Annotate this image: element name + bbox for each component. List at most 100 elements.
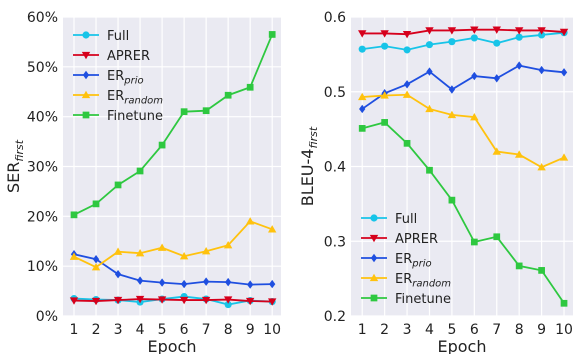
data-point [92, 200, 100, 208]
data-point [225, 277, 232, 287]
data-point [201, 247, 211, 255]
data-point [157, 243, 167, 251]
data-point [267, 225, 277, 233]
x-tick-label: 1 [358, 322, 367, 338]
x-tick-label: 6 [180, 322, 189, 338]
x-tick-label: 6 [470, 322, 479, 338]
data-point [223, 296, 233, 304]
legend-label: ERrandom [395, 272, 451, 290]
data-point [70, 211, 78, 219]
series-line [361, 64, 565, 110]
data-point [246, 83, 254, 91]
data-point [114, 269, 122, 279]
legend-marker [81, 51, 91, 60]
y-tick-label: 0% [36, 309, 58, 325]
data-point [447, 27, 457, 35]
chart-panel-1: 0% 10% 20% 30% 40% 50% 60% 1 2 3 4 5 6 7 8 9 10 Epoch SERf… [4, 10, 281, 354]
data-point [426, 67, 433, 76]
data-point [179, 252, 189, 260]
x-tick-label: 5 [158, 322, 167, 338]
data-point [114, 181, 122, 189]
legend-label: APRER [107, 49, 150, 64]
data-point [559, 28, 569, 37]
data-point [358, 30, 367, 38]
legend-label: ERprio [107, 69, 144, 87]
data-point [516, 61, 523, 70]
chart-panel-2: 0.2 0.3 0.4 0.5 0.6 1 2 3 4 5 6 7 8 9 10 Epoch BLEU-4fir… [298, 10, 573, 354]
data-point [136, 167, 144, 175]
legend-item: ERprio [361, 252, 432, 270]
data-point [136, 276, 144, 285]
x-tick-label: 2 [92, 322, 101, 338]
data-point [537, 27, 546, 35]
y-tick-label: 40% [27, 110, 58, 126]
x-tick-label: 3 [403, 322, 412, 338]
data-point [448, 85, 456, 94]
y-tick-label: 10% [27, 259, 58, 275]
series-line [73, 253, 273, 286]
data-point [560, 299, 568, 307]
x-tick-label: 9 [537, 322, 546, 338]
legend-label: Finetune [395, 292, 451, 307]
legend-item: ERrandom [361, 272, 451, 290]
x-tick-label: 4 [425, 322, 434, 338]
y-tick-label: 30% [27, 160, 58, 176]
x-axis-label: Epoch [438, 337, 487, 354]
data-point [492, 147, 501, 155]
data-point [91, 262, 101, 271]
legend-label: Full [395, 212, 417, 227]
legend-marker [82, 31, 90, 39]
legend: Full APRER ERprio ERrandom Finetune [361, 212, 451, 307]
data-point [92, 254, 100, 264]
legend: Full APRER ERprio ERrandom Finetune [73, 29, 163, 124]
data-point [514, 27, 524, 35]
series-line [73, 220, 273, 269]
series-2 [69, 295, 277, 306]
series-line [73, 298, 273, 303]
data-point [448, 196, 456, 204]
data-point [402, 31, 412, 39]
legend-label: ERrandom [107, 89, 163, 107]
series-2 [358, 26, 569, 39]
data-point [202, 277, 210, 286]
legend-item: Full [73, 29, 129, 44]
data-point [425, 41, 434, 49]
y-tick-label: 0.3 [324, 234, 346, 250]
data-point [135, 249, 145, 257]
data-point [448, 38, 456, 46]
data-point [223, 241, 233, 249]
y-tick-label: 60% [27, 10, 58, 26]
data-point [180, 108, 188, 116]
data-point [381, 119, 388, 126]
x-tick-label: 10 [263, 322, 281, 338]
data-point [380, 30, 389, 38]
legend-marker [82, 111, 90, 119]
data-point [470, 26, 479, 34]
series-line [362, 31, 565, 51]
series-line [362, 28, 565, 36]
data-point [492, 26, 501, 34]
series-line [361, 121, 565, 304]
data-point [202, 107, 210, 115]
data-point [403, 139, 411, 147]
data-point [113, 247, 123, 255]
data-point [224, 300, 232, 309]
legend-label: APRER [395, 232, 438, 247]
data-point [493, 39, 501, 47]
x-tick-label: 3 [114, 322, 123, 338]
legend-marker [81, 90, 91, 99]
data-point [402, 90, 412, 98]
data-point [381, 42, 389, 50]
legend-item: Full [361, 212, 417, 227]
data-point [470, 112, 479, 121]
data-point [538, 267, 545, 274]
x-tick-label: 4 [136, 322, 145, 338]
legend-label: Full [107, 29, 129, 44]
legend-marker [370, 294, 378, 302]
data-point [245, 297, 255, 306]
legend-label: Finetune [107, 109, 163, 124]
data-point [425, 104, 434, 113]
data-point [69, 297, 79, 305]
series-4 [69, 217, 277, 271]
data-point [201, 296, 211, 305]
